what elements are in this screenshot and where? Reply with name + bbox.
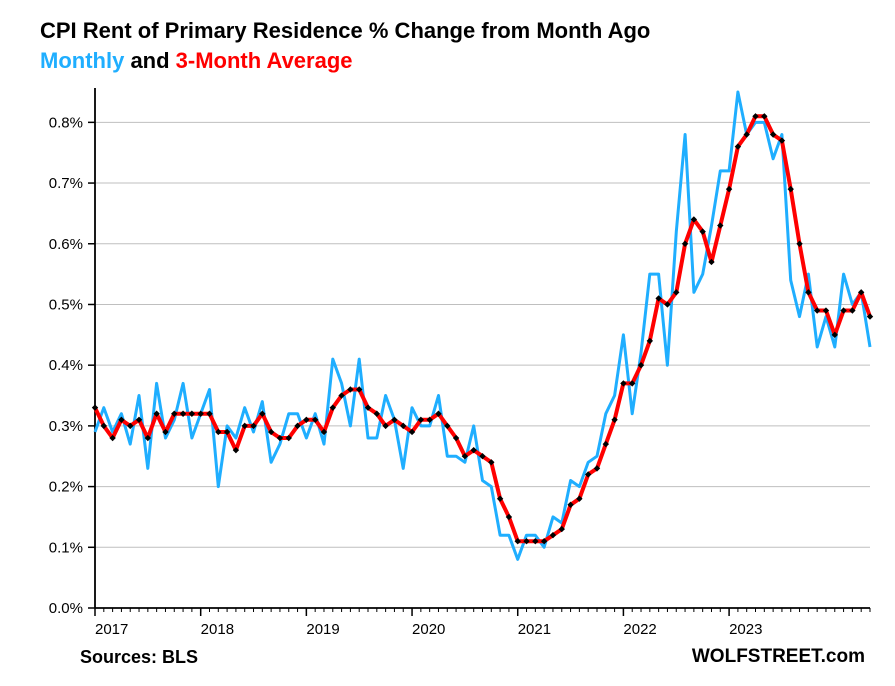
svg-text:2020: 2020 bbox=[412, 621, 445, 638]
svg-text:0.4%: 0.4% bbox=[49, 357, 83, 374]
svg-text:2022: 2022 bbox=[623, 621, 656, 638]
svg-text:2019: 2019 bbox=[306, 621, 339, 638]
svg-text:2021: 2021 bbox=[518, 621, 551, 638]
svg-text:0.8%: 0.8% bbox=[49, 114, 83, 131]
svg-text:0.6%: 0.6% bbox=[49, 236, 83, 253]
chart-svg: 0.0% 0.1% 0.2% 0.3% 0.4% 0.5% 0.6% 0.7% 0.8% 2017… bbox=[0, 0, 895, 686]
svg-text:0.0%: 0.0% bbox=[49, 600, 83, 617]
svg-text:2017: 2017 bbox=[95, 621, 128, 638]
svg-text:2023: 2023 bbox=[729, 621, 762, 638]
site-attribution: WOLFSTREET.com bbox=[692, 646, 865, 668]
svg-text:0.1%: 0.1% bbox=[49, 539, 83, 556]
svg-text:0.7%: 0.7% bbox=[49, 175, 83, 192]
svg-text:0.3%: 0.3% bbox=[49, 418, 83, 435]
source-attribution: Sources: BLS bbox=[80, 647, 198, 668]
svg-text:2018: 2018 bbox=[201, 621, 234, 638]
chart-container: CPI Rent of Primary Residence % Change f… bbox=[0, 0, 895, 686]
svg-text:0.2%: 0.2% bbox=[49, 479, 83, 496]
svg-text:0.5%: 0.5% bbox=[49, 296, 83, 313]
